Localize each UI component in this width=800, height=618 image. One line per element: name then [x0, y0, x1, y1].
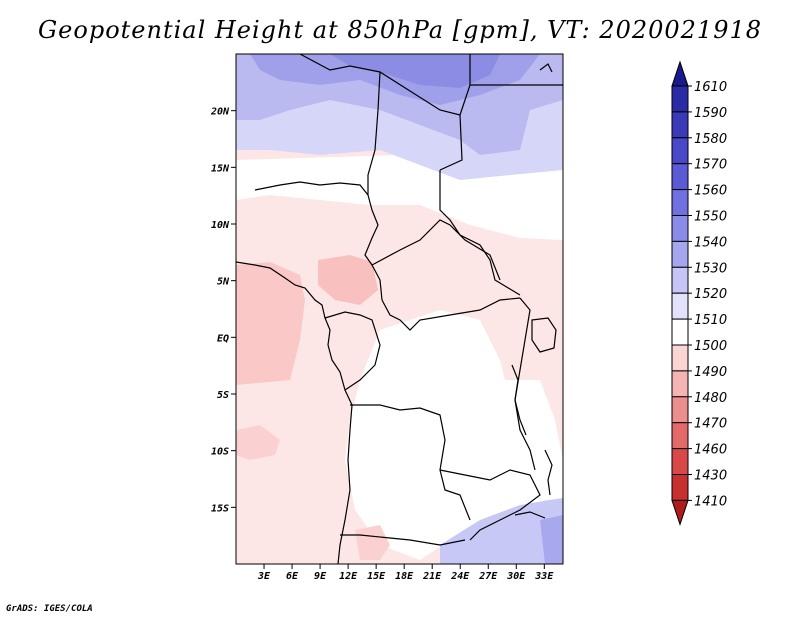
- height-field: [236, 54, 563, 564]
- colorbar-label: 1610: [694, 80, 727, 95]
- lake-kariba: [514, 511, 546, 519]
- colorbar-swatch: [671, 189, 689, 217]
- lat-tick-label: 10N: [211, 220, 230, 231]
- colorbar-label: 1550: [694, 210, 727, 225]
- field-white-east: [500, 380, 563, 500]
- field-purple-core: [330, 54, 500, 88]
- border-namibia: [340, 534, 466, 546]
- border-nigeria-north: [254, 181, 369, 196]
- colorbar-label: 1520: [694, 287, 727, 302]
- border-chad-cameroon: [364, 194, 383, 301]
- lon-tick-label: 3E: [257, 571, 271, 582]
- colorbar-label: 1430: [694, 469, 727, 484]
- lat-tick-label: 5S: [217, 390, 229, 401]
- grads-credit: GrADS: IGES/COLA: [6, 604, 93, 614]
- field-pink-southwest: [236, 425, 280, 460]
- colorbar-top-arrow: [671, 60, 689, 87]
- colorbar-swatch: [671, 111, 689, 139]
- lake-victoria: [531, 317, 557, 353]
- colorbar-label: 1560: [694, 184, 727, 199]
- lon-tick-label: 12E: [339, 571, 358, 582]
- lon-tick-label: 24E: [450, 571, 470, 582]
- colorbar-swatch: [671, 163, 689, 191]
- colorbar-label: 1470: [694, 417, 727, 432]
- lon-tick-label: 15E: [367, 571, 386, 582]
- border-sudan-north: [439, 114, 463, 171]
- colorbar-swatch: [671, 215, 689, 242]
- colorbar-label: 1510: [694, 313, 727, 328]
- lake-tanganyika: [511, 364, 527, 436]
- colorbar-label: 1580: [694, 132, 727, 147]
- colorbar-swatch: [671, 422, 689, 450]
- latitude-axis: 20N 15N 10N 5N EQ 5S 10S 15S: [210, 107, 236, 514]
- map-frame: [235, 53, 564, 565]
- colorbar-swatch: [671, 240, 689, 268]
- colorbar-label: 1410: [694, 494, 727, 509]
- colorbar: 1610 1590 1580 1570 1560 1550 1540 1530 1520 1510…: [671, 60, 727, 526]
- colorbar-swatch: [671, 85, 689, 113]
- lon-tick-label: 30E: [506, 571, 526, 582]
- border-car: [371, 219, 501, 281]
- colorbar-swatch: [671, 370, 689, 398]
- field-pink-cameroon: [318, 255, 378, 305]
- lon-tick-label: 6E: [286, 571, 299, 582]
- field-pink-westcoast: [236, 262, 305, 385]
- field-white-congo: [345, 310, 545, 560]
- colorbar-bottom-arrow: [671, 499, 689, 526]
- lat-tick-label: 10S: [211, 447, 229, 458]
- border-libya-egypt: [299, 54, 563, 116]
- colorbar-label: 1540: [694, 235, 727, 250]
- field-lavender-southeast: [440, 498, 563, 564]
- colorbar-swatch: [671, 266, 689, 294]
- colorbar-swatch: [671, 474, 689, 501]
- red-sea-coast: [539, 63, 553, 73]
- lat-tick-label: EQ: [217, 333, 229, 344]
- colorbar-label: 1570: [694, 158, 727, 173]
- colorbar-label: 1480: [694, 391, 727, 406]
- colorbar-label: 1490: [694, 365, 727, 380]
- lat-tick-label: 5N: [217, 277, 230, 288]
- lon-tick-label: 21E: [422, 571, 442, 582]
- border-congo: [381, 297, 521, 331]
- colorbar-swatch: [671, 318, 689, 346]
- colorbar-swatch: [671, 448, 689, 476]
- lat-tick-label: 15N: [211, 163, 230, 174]
- field-lavender-southeast-dark: [540, 515, 563, 564]
- colorbar-label: 1590: [694, 106, 727, 121]
- country-borders: [236, 54, 563, 564]
- lat-tick-label: 20N: [210, 107, 230, 118]
- lake-malawi: [544, 449, 553, 496]
- colorbar-swatch: [671, 292, 689, 320]
- lat-tick-label: 15S: [211, 503, 229, 514]
- colorbar-label: 1500: [694, 339, 727, 354]
- lon-tick-label: 33E: [534, 571, 554, 582]
- lon-tick-label: 9E: [314, 571, 327, 582]
- border-angola: [350, 404, 471, 521]
- border-niger-chad: [367, 71, 381, 195]
- colorbar-swatch: [671, 344, 689, 372]
- field-pink-angola: [355, 525, 390, 560]
- colorbar-swatch: [671, 137, 689, 165]
- colorbar-label: 1460: [694, 443, 727, 458]
- map-title: Geopotential Height at 850hPa [gpm], VT:…: [38, 16, 762, 44]
- lon-tick-label: 27E: [478, 571, 498, 582]
- lon-tick-label: 18E: [395, 571, 414, 582]
- colorbar-swatch: [671, 396, 689, 424]
- longitude-axis: 3E 6E 9E 12E 15E 18E 21E 24E 27E 30E 33E: [257, 564, 554, 582]
- coastline-west: [236, 261, 353, 564]
- border-gabon: [324, 311, 381, 391]
- border-sudan: [439, 170, 521, 296]
- border-zambia: [439, 469, 541, 541]
- colorbar-label: 1530: [694, 261, 727, 276]
